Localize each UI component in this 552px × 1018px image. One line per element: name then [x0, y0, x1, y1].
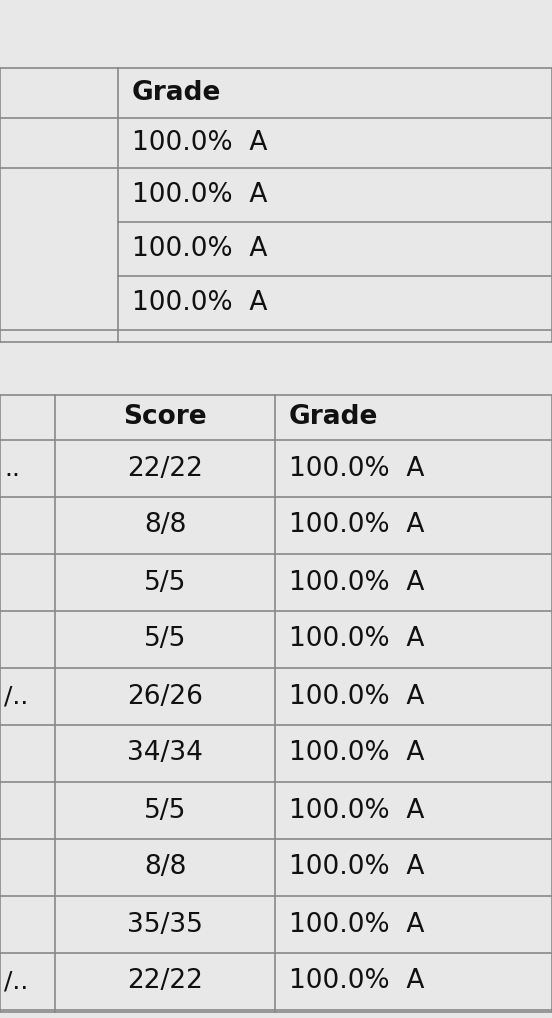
Text: 26/26: 26/26	[127, 683, 203, 710]
Text: Grade: Grade	[132, 80, 221, 106]
Text: 100.0%  A: 100.0% A	[289, 569, 424, 596]
Text: 5/5: 5/5	[144, 569, 186, 596]
Text: 100.0%  A: 100.0% A	[132, 182, 267, 208]
Text: 100.0%  A: 100.0% A	[132, 130, 267, 156]
Text: 100.0%  A: 100.0% A	[132, 290, 267, 316]
Text: 100.0%  A: 100.0% A	[132, 236, 267, 262]
Text: ..: ..	[4, 456, 20, 480]
Text: 5/5: 5/5	[144, 797, 186, 824]
Text: 100.0%  A: 100.0% A	[289, 626, 424, 653]
Text: 100.0%  A: 100.0% A	[289, 740, 424, 767]
Text: /..: /..	[4, 684, 28, 709]
Text: 100.0%  A: 100.0% A	[289, 683, 424, 710]
Text: 100.0%  A: 100.0% A	[289, 911, 424, 938]
Text: 100.0%  A: 100.0% A	[289, 512, 424, 539]
Text: 8/8: 8/8	[144, 512, 186, 539]
Text: /..: /..	[4, 969, 28, 994]
Text: 100.0%  A: 100.0% A	[289, 797, 424, 824]
Text: Grade: Grade	[289, 404, 378, 431]
Text: 34/34: 34/34	[127, 740, 203, 767]
Text: 22/22: 22/22	[127, 968, 203, 995]
Text: 100.0%  A: 100.0% A	[289, 854, 424, 881]
Text: 100.0%  A: 100.0% A	[289, 455, 424, 482]
Text: Score: Score	[123, 404, 207, 431]
Text: 35/35: 35/35	[127, 911, 203, 938]
Text: 5/5: 5/5	[144, 626, 186, 653]
Text: 8/8: 8/8	[144, 854, 186, 881]
Text: 22/22: 22/22	[127, 455, 203, 482]
Text: 100.0%  A: 100.0% A	[289, 968, 424, 995]
